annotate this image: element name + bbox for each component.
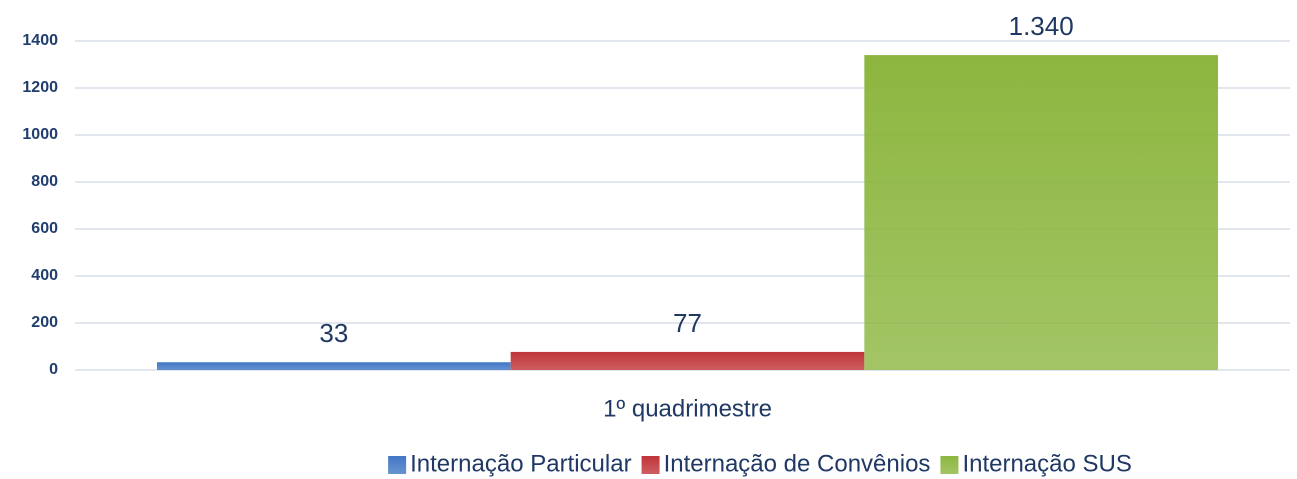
bar (510, 351, 865, 370)
legend-swatch (940, 456, 959, 474)
legend-label: Internação SUS (962, 450, 1131, 477)
legend-label: Internação Particular (410, 450, 631, 477)
y-tick-label: 1200 (22, 79, 58, 96)
y-tick-label: 0 (49, 361, 58, 378)
legend-swatch (641, 456, 660, 474)
y-tick-label: 800 (31, 173, 58, 190)
bar (864, 55, 1218, 370)
y-tick-label: 600 (31, 220, 58, 237)
legend-swatch (388, 456, 407, 474)
y-tick-label: 400 (31, 267, 58, 284)
x-tick-label: 1º quadrimestre (603, 395, 772, 422)
y-tick-label: 1400 (22, 32, 58, 49)
y-tick-label: 200 (31, 314, 58, 331)
value-label: 1.340 (1009, 11, 1074, 41)
y-tick-label: 1000 (22, 126, 58, 143)
value-label: 33 (319, 318, 348, 348)
bar (157, 362, 511, 370)
legend-label: Internação de Convênios (664, 450, 931, 477)
value-label: 77 (673, 308, 702, 338)
